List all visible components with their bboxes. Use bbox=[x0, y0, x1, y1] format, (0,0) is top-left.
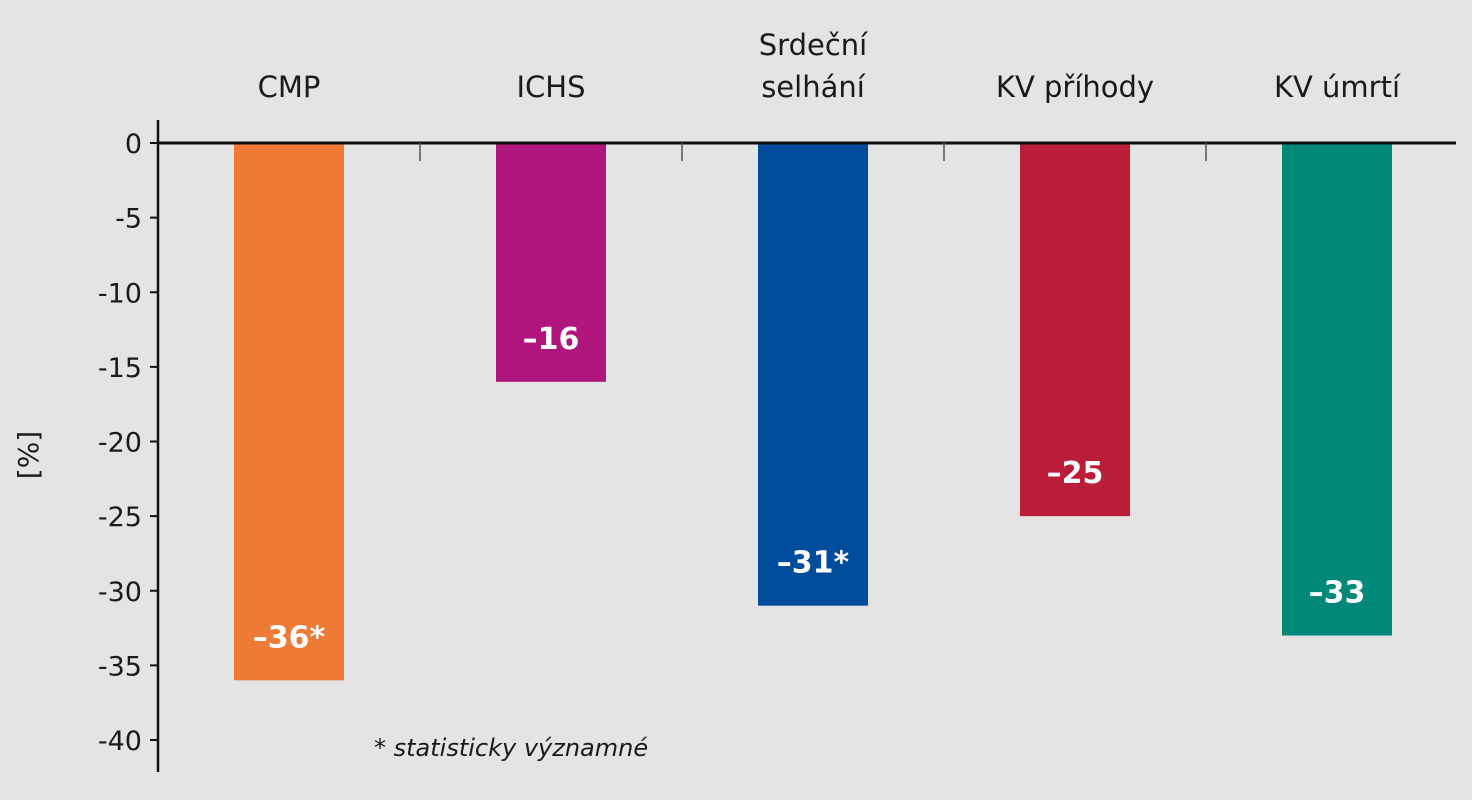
category-label: KV úmrtí bbox=[1274, 70, 1401, 104]
y-tick-label: -40 bbox=[98, 726, 142, 757]
y-tick-label: -5 bbox=[115, 204, 142, 235]
data-label: –25 bbox=[1047, 456, 1104, 491]
bar bbox=[234, 143, 344, 681]
category-label: selhání bbox=[761, 70, 866, 104]
data-labels: –36* –16 –31* –25 –33 bbox=[253, 322, 1366, 656]
category-label: ICHS bbox=[516, 70, 585, 104]
footnote: * statisticky významné bbox=[374, 734, 648, 762]
data-label: –16 bbox=[523, 322, 580, 357]
category-labels: CMP ICHS Srdeční selhání KV příhody KV úmrtí bbox=[258, 28, 1401, 104]
category-label: KV příhody bbox=[996, 70, 1154, 104]
y-tick-label: -10 bbox=[98, 278, 142, 309]
y-tick-label: -15 bbox=[98, 353, 142, 384]
axes bbox=[156, 120, 1456, 772]
bars bbox=[234, 143, 1392, 681]
y-axis-title: [%] bbox=[12, 431, 45, 479]
data-label: –33 bbox=[1309, 576, 1366, 611]
category-label: Srdeční bbox=[759, 28, 868, 62]
bar bbox=[1020, 143, 1130, 517]
y-tick-label: -35 bbox=[98, 651, 142, 682]
bar bbox=[1282, 143, 1392, 636]
y-axis-ticks: 0 -5 -10 -15 -20 -25 -30 -35 -40 bbox=[98, 129, 158, 757]
y-tick-label: -20 bbox=[98, 428, 142, 459]
data-label: –36* bbox=[253, 620, 326, 655]
bar bbox=[496, 143, 606, 382]
y-tick-label: -25 bbox=[98, 502, 142, 533]
y-tick-label: 0 bbox=[125, 129, 142, 160]
category-label: CMP bbox=[258, 70, 321, 104]
y-tick-label: -30 bbox=[98, 577, 142, 608]
data-label: –31* bbox=[777, 546, 850, 581]
bar bbox=[758, 143, 868, 606]
